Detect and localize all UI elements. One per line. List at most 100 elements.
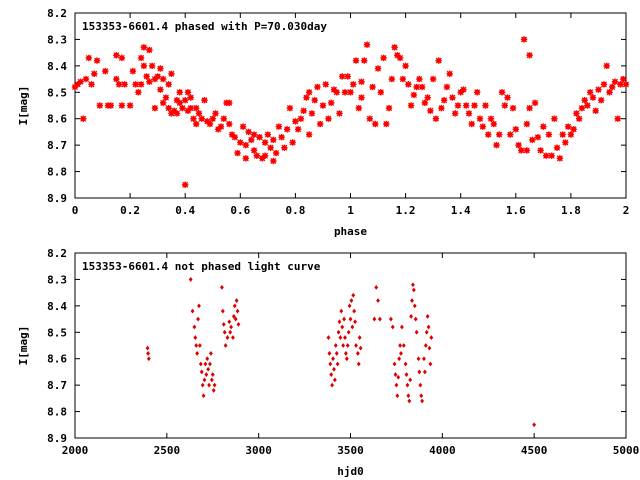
data-point (197, 343, 202, 348)
x-tick-label: 0.6 (230, 204, 250, 217)
data-point (526, 52, 533, 59)
data-point (82, 75, 90, 83)
data-point (425, 314, 430, 319)
y-tick-label: 8.6 (47, 113, 67, 126)
data-point (407, 398, 412, 404)
data-point (428, 361, 433, 367)
x-axis-label: hjd0 (337, 465, 364, 478)
data-point (165, 104, 172, 112)
data-point (482, 102, 489, 109)
data-point (617, 81, 624, 88)
data-point (211, 388, 216, 393)
data-point (400, 324, 404, 330)
data-point (355, 351, 360, 356)
data-point (451, 110, 459, 117)
y-tick-label: 8.4 (47, 60, 67, 73)
data-point (115, 81, 123, 88)
data-point (121, 81, 128, 88)
data-point (146, 356, 151, 362)
x-tick-label: 0.2 (120, 204, 140, 217)
data-point (162, 94, 170, 101)
data-point (416, 75, 423, 83)
data-point (347, 89, 354, 96)
data-point (479, 123, 486, 130)
data-point (468, 120, 475, 128)
data-point (331, 356, 335, 362)
data-point (146, 46, 153, 54)
data-point (498, 89, 506, 96)
x-tick-label: 4000 (429, 444, 456, 457)
data-point (225, 335, 230, 340)
y-tick-label: 8.7 (47, 379, 67, 392)
data-point (165, 81, 172, 88)
x-tick-label: 2 (623, 204, 630, 217)
data-point (85, 54, 92, 62)
data-point (113, 75, 120, 83)
data-point (311, 97, 318, 104)
data-point (523, 147, 531, 154)
data-point (328, 361, 333, 367)
data-point (413, 316, 418, 322)
data-point (348, 316, 353, 322)
data-point (88, 81, 95, 88)
data-point (429, 75, 437, 83)
data-point (347, 303, 352, 309)
data-point (223, 343, 228, 348)
y-tick-label: 8.7 (47, 139, 67, 152)
data-point (217, 123, 225, 130)
data-point (305, 131, 313, 138)
data-point (294, 126, 302, 133)
data-point (465, 110, 473, 117)
data-point (208, 351, 213, 356)
data-point (474, 89, 481, 96)
data-point (297, 115, 305, 122)
plot-frame (74, 252, 627, 439)
data-point (231, 134, 238, 141)
data-point (326, 335, 331, 340)
data-point (391, 44, 398, 51)
data-point (361, 57, 368, 64)
data-point (363, 41, 371, 48)
data-point (201, 97, 208, 104)
data-point (562, 139, 569, 146)
data-point (328, 99, 335, 107)
data-point (222, 329, 227, 335)
data-point (195, 110, 203, 117)
data-point (586, 89, 594, 96)
data-point (267, 144, 274, 151)
data-point (190, 115, 197, 122)
data-point (515, 141, 522, 149)
data-point (532, 422, 537, 428)
data-point (531, 99, 539, 107)
data-point (358, 94, 365, 101)
data-point (449, 94, 456, 101)
data-point (146, 78, 153, 85)
data-point (429, 335, 434, 340)
data-point (487, 115, 495, 122)
data-point (196, 316, 200, 322)
data-point (113, 52, 120, 59)
y-tick-label: 8.2 (47, 7, 67, 20)
data-point (157, 86, 164, 93)
data-point (173, 110, 181, 117)
data-point (595, 86, 602, 93)
data-point (397, 356, 402, 362)
data-point (526, 104, 533, 112)
data-point (322, 81, 329, 88)
data-point (300, 107, 307, 114)
data-point (77, 78, 84, 85)
y-axis-label: I[mag] (17, 326, 30, 366)
data-point (205, 356, 210, 362)
data-point (202, 377, 207, 383)
data-point (234, 298, 239, 303)
data-point (422, 369, 427, 375)
data-point (234, 149, 241, 157)
data-point (343, 351, 348, 356)
data-point (356, 361, 361, 367)
data-point (581, 97, 588, 104)
data-point (220, 115, 227, 122)
data-point (332, 366, 336, 372)
data-point (270, 157, 277, 165)
data-point (512, 126, 519, 133)
data-point (406, 393, 411, 399)
